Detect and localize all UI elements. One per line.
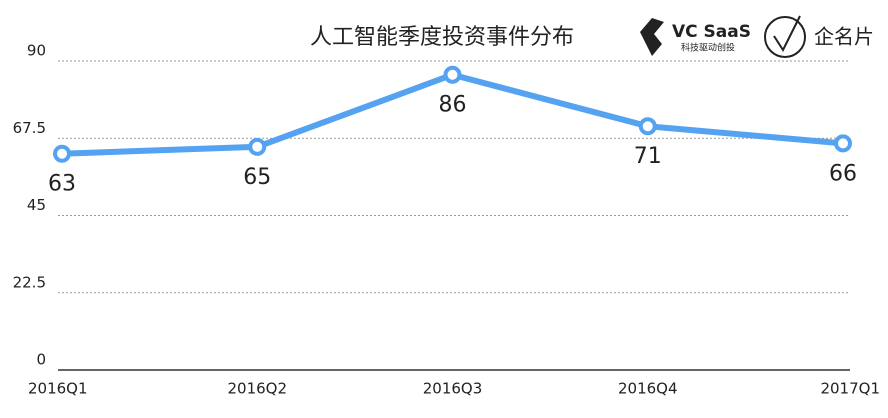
- y-tick-label: 45: [27, 196, 46, 214]
- logo-text: VC SaaS: [672, 22, 751, 42]
- logo-text: 企名片: [814, 25, 874, 49]
- x-tick-label: 2016Q1: [28, 380, 88, 398]
- data-label: 66: [829, 161, 857, 186]
- y-tick-label: 0: [36, 351, 46, 369]
- x-tick-label: 2016Q2: [227, 380, 287, 398]
- marker: [638, 117, 657, 136]
- logo-icon: [640, 18, 664, 56]
- y-tick-label: 90: [27, 42, 46, 60]
- x-tick-label: 2016Q4: [618, 380, 678, 398]
- marker: [443, 65, 462, 84]
- chart-title: 人工智能季度投资事件分布: [310, 25, 574, 50]
- x-tick-label: 2017Q1: [820, 380, 880, 398]
- logo-vcsaas: VC SaaS 科技驱动创投: [640, 18, 751, 56]
- y-tick-label: 22.5: [13, 273, 46, 291]
- marker: [53, 144, 71, 163]
- data-label: 71: [634, 144, 662, 169]
- marker: [248, 137, 267, 156]
- data-label: 86: [439, 93, 467, 118]
- logo-qimingpian: 企名片: [764, 15, 874, 58]
- logo-circle: [764, 16, 806, 58]
- x-tick-label: 2016Q3: [423, 380, 483, 398]
- marker: [834, 134, 852, 153]
- logo-subtext: 科技驱动创投: [681, 42, 735, 54]
- logo-check: [773, 15, 801, 53]
- data-label: 63: [48, 172, 76, 197]
- y-tick-label: 67.5: [13, 119, 46, 137]
- data-label: 65: [243, 165, 271, 190]
